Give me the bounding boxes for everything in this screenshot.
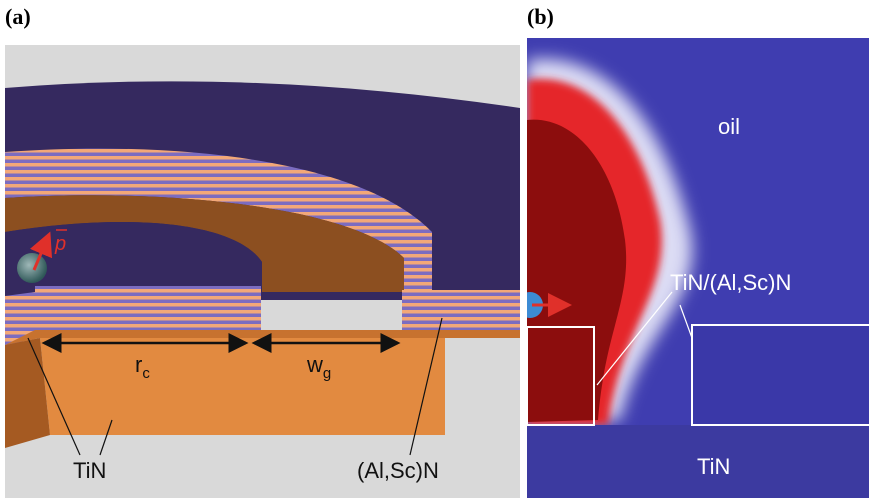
dipole-sphere (17, 253, 47, 283)
material-label: (Al,Sc)N (357, 458, 439, 483)
region-label: TiN (697, 454, 730, 479)
material-label: TiN (73, 458, 106, 483)
subscript: c (142, 365, 150, 382)
figure: (a) p rc wg TiN (Al,Sc)N (b) (0, 0, 869, 498)
region-label: TiN/(Al,Sc)N (670, 270, 791, 295)
symbol: r (135, 352, 142, 377)
layer-block (402, 290, 520, 330)
dipole-label: p (54, 233, 66, 255)
substrate-front (40, 338, 445, 435)
panel-label: (b) (527, 4, 554, 29)
panel-label: (a) (5, 4, 31, 29)
symbol: w (306, 352, 323, 377)
subscript: g (323, 365, 331, 382)
layer-outline (692, 325, 869, 425)
layer-block (35, 286, 261, 330)
panel-b: (b) oil TiN/(Al,Sc)N TiN (517, 4, 869, 498)
panel-a: (a) p rc wg TiN (Al,Sc)N (5, 4, 520, 498)
region-label: oil (718, 114, 740, 139)
